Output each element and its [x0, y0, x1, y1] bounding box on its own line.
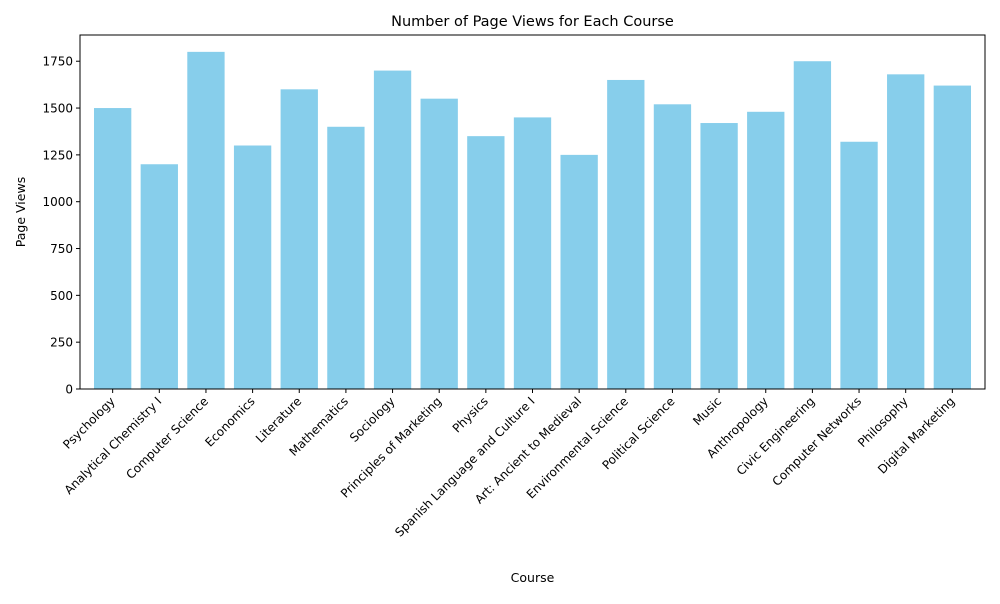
y-tick-label: 1750: [42, 55, 73, 69]
x-axis-label: Course: [511, 570, 555, 585]
bar: [327, 126, 365, 390]
x-tick-label: Civic Engineering: [734, 394, 818, 478]
y-tick-label: 1000: [42, 195, 73, 209]
chart-title: Number of Page Views for Each Course: [391, 14, 674, 30]
bar: [93, 108, 132, 390]
y-axis-label: Page Views: [13, 177, 28, 247]
y-tick-label: 0: [65, 383, 73, 397]
bar: [933, 85, 972, 390]
bar: [233, 145, 272, 389]
bar: [420, 98, 458, 389]
bar: [700, 123, 738, 390]
bar: [467, 136, 505, 389]
y-axis: 0 250 500 750 1000 1250 1500 1750: [42, 55, 80, 397]
bar: [187, 51, 225, 389]
bar: [560, 154, 598, 389]
bar: [373, 70, 412, 389]
y-tick-label: 750: [50, 242, 73, 256]
x-tick-label: Economics: [202, 394, 257, 449]
bar: [607, 79, 645, 389]
bar: [653, 104, 692, 390]
x-tick-label: Computer Networks: [770, 394, 865, 489]
y-tick-label: 1500: [42, 102, 73, 116]
bars-group: [93, 51, 972, 390]
plot-frame: [79, 34, 986, 390]
y-tick-label: 1250: [42, 148, 73, 162]
bar: [747, 111, 785, 390]
x-tick-label: Physics: [450, 394, 491, 435]
bar: [840, 141, 878, 389]
bar: [140, 164, 178, 389]
bar: [793, 61, 832, 389]
y-tick-label: 250: [50, 336, 73, 350]
bar: [280, 89, 318, 390]
x-tick-label: Computer Science: [123, 394, 211, 482]
bar: [513, 117, 552, 390]
x-tick-label: Music: [690, 394, 724, 428]
y-tick-label: 500: [50, 289, 73, 303]
bar: [887, 74, 925, 389]
